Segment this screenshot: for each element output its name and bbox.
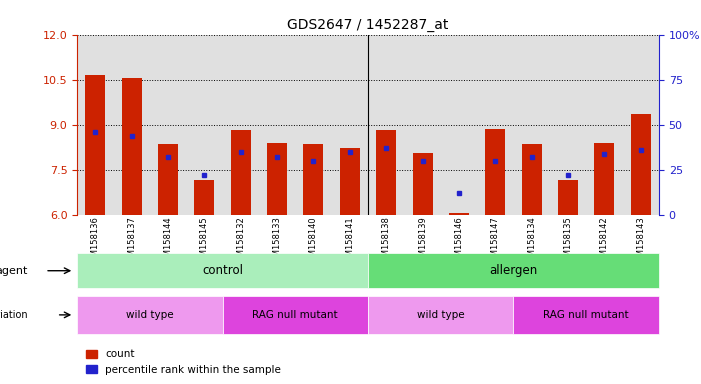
Bar (223, 296, 368, 334)
Bar (368, 296, 513, 334)
Bar (194, 180, 215, 215)
Legend: count, percentile rank within the sample: count, percentile rank within the sample (82, 345, 285, 379)
Bar (158, 144, 178, 215)
Text: control: control (202, 264, 243, 277)
Bar (413, 153, 433, 215)
Bar (77, 253, 368, 288)
Title: GDS2647 / 1452287_at: GDS2647 / 1452287_at (287, 18, 449, 32)
Bar (558, 180, 578, 215)
Bar (86, 75, 105, 215)
Bar (231, 130, 251, 215)
Text: RAG null mutant: RAG null mutant (543, 310, 629, 320)
Text: wild type: wild type (417, 310, 465, 320)
Text: agent: agent (0, 266, 27, 276)
Text: wild type: wild type (126, 310, 174, 320)
Bar (594, 144, 614, 215)
Text: RAG null mutant: RAG null mutant (252, 310, 338, 320)
Bar (122, 78, 142, 215)
Bar (449, 213, 469, 215)
Bar (340, 148, 360, 215)
Bar (522, 144, 542, 215)
Bar (485, 129, 505, 215)
Bar (376, 130, 396, 215)
Bar (631, 114, 651, 215)
Bar (368, 253, 659, 288)
Bar (267, 144, 287, 215)
Bar (304, 144, 323, 215)
Bar (77, 296, 223, 334)
Bar (513, 296, 659, 334)
Text: allergen: allergen (489, 264, 538, 277)
Text: genotype/variation: genotype/variation (0, 310, 27, 320)
